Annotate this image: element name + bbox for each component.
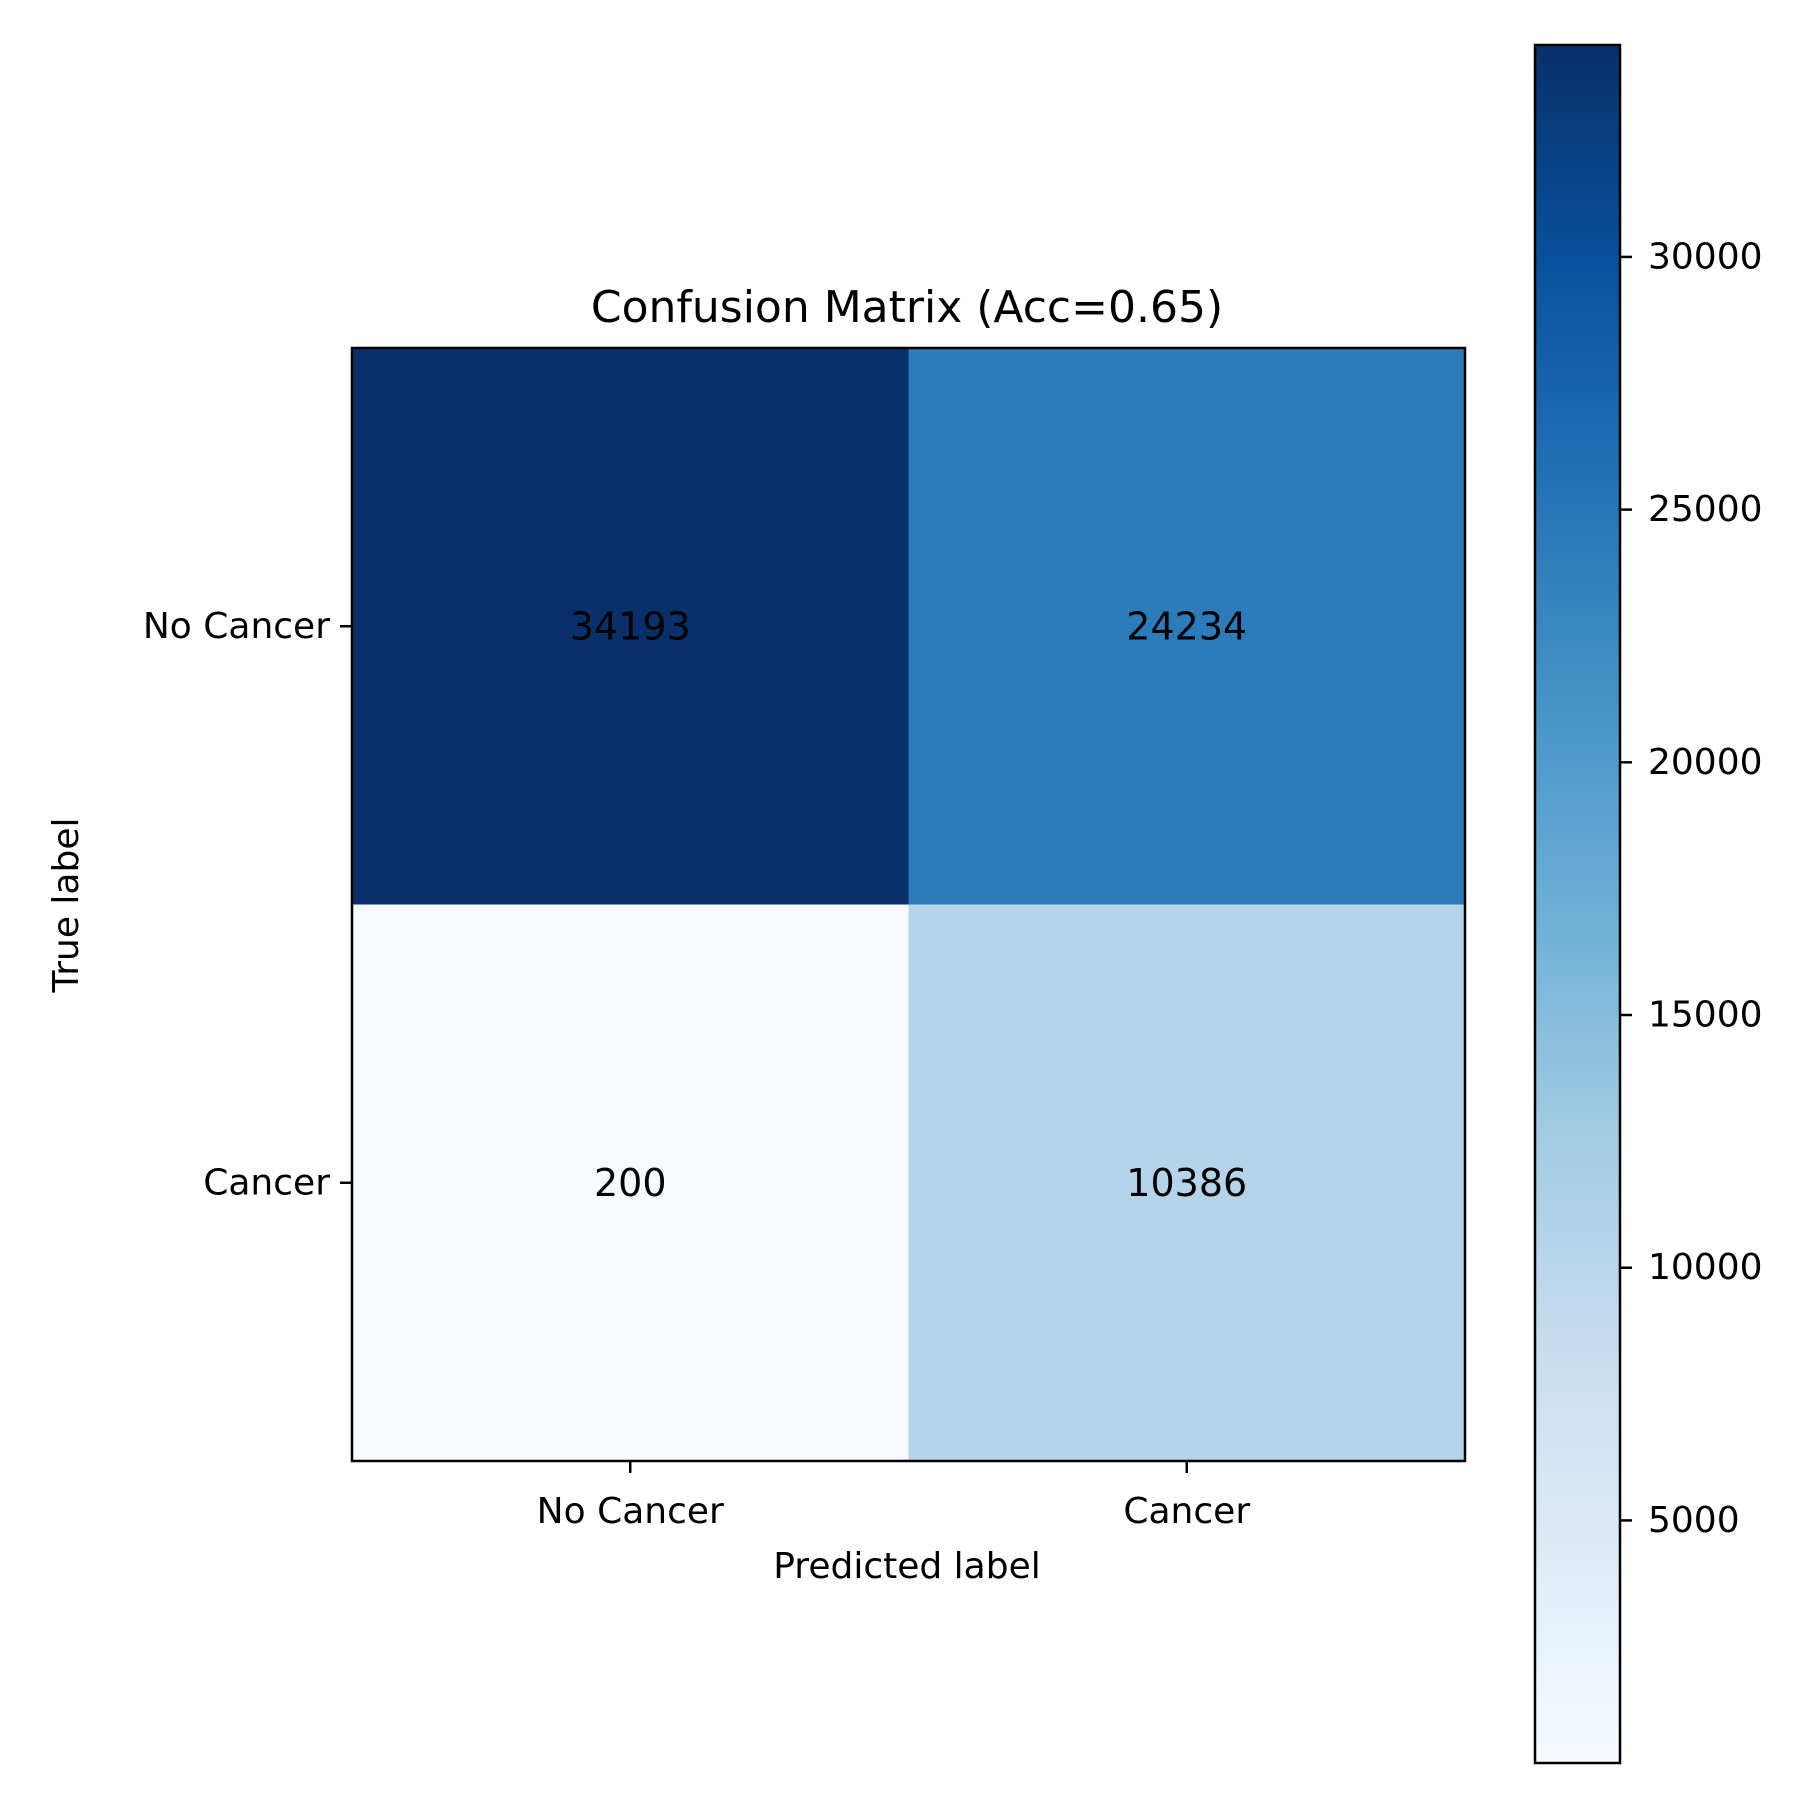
matrix-cell-value-r0-c1: 24234 [1126,604,1247,648]
colorbar-ticks: 5000 10000 15000 20000 25000 30000 [1620,236,1763,1541]
colorbar-tick-label: 15000 [1648,995,1763,1036]
matrix-cells [352,348,1466,1462]
colorbar-tick-label: 30000 [1648,236,1763,277]
matrix-cell-value-r1-c0: 200 [594,1161,667,1205]
matrix-cell-r1-c1 [908,904,1466,1462]
matrix-cell-labels: 34193 24234 200 10386 [570,604,1247,1205]
plot-frame [350,346,1467,1463]
colorbar [1533,43,1622,1765]
colorbar-tick-label: 20000 [1648,742,1763,783]
chart-title: Confusion Matrix (Acc=0.65) [591,282,1223,333]
colorbar-tick-label: 25000 [1648,489,1763,530]
colorbar-tick-label: 10000 [1648,1247,1763,1288]
y-axis-label: True label [46,818,87,994]
y-tick-label: Cancer [203,1162,330,1203]
matrix-cell-value-r0-c0: 34193 [570,604,691,648]
x-tick-label: Cancer [1123,1491,1250,1532]
matrix-cell-r0-c0 [352,348,909,905]
x-tick-label: No Cancer [537,1491,724,1532]
matrix-cell-value-r1-c1: 10386 [1126,1161,1247,1205]
y-tick-label: No Cancer [143,606,330,647]
colorbar-tick-label: 5000 [1648,1500,1740,1541]
x-axis-label: Predicted label [773,1546,1041,1587]
x-axis-ticks: No Cancer Cancer [537,1461,1250,1532]
y-axis-ticks: No Cancer Cancer [143,606,352,1203]
matrix-cell-r0-c1 [908,348,1466,905]
matrix-cell-r1-c0 [352,904,909,1462]
